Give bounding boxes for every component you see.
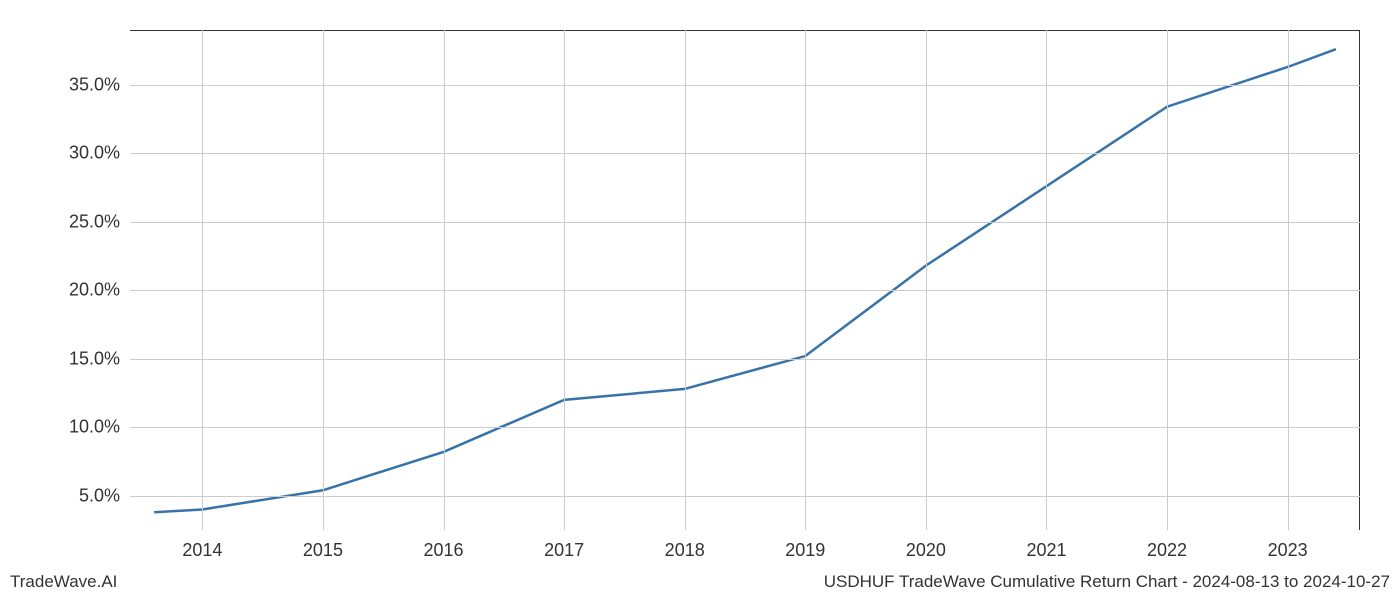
y-axis-tick-label: 10.0% — [69, 417, 120, 438]
grid-line-horizontal — [130, 290, 1360, 291]
y-axis-tick-label: 15.0% — [69, 348, 120, 369]
grid-line-horizontal — [130, 85, 1360, 86]
footer-caption: USDHUF TradeWave Cumulative Return Chart… — [824, 572, 1390, 592]
grid-line-vertical — [1288, 30, 1289, 530]
grid-line-horizontal — [130, 496, 1360, 497]
x-axis-tick-label: 2021 — [1026, 540, 1066, 561]
y-axis-tick-label: 35.0% — [69, 74, 120, 95]
x-axis-tick-label: 2022 — [1147, 540, 1187, 561]
grid-line-vertical — [926, 30, 927, 530]
footer-brand: TradeWave.AI — [10, 572, 117, 592]
x-axis-tick-label: 2014 — [182, 540, 222, 561]
x-axis-tick-label: 2017 — [544, 540, 584, 561]
x-axis-tick-label: 2020 — [906, 540, 946, 561]
x-axis-tick-label: 2015 — [303, 540, 343, 561]
grid-line-horizontal — [130, 427, 1360, 428]
y-axis-tick-label: 30.0% — [69, 143, 120, 164]
y-axis-tick-label: 25.0% — [69, 211, 120, 232]
grid-line-vertical — [1046, 30, 1047, 530]
grid-line-horizontal — [130, 359, 1360, 360]
grid-line-horizontal — [130, 153, 1360, 154]
grid-line-horizontal — [130, 222, 1360, 223]
grid-line-vertical — [1167, 30, 1168, 530]
line-chart-svg — [130, 30, 1360, 530]
grid-line-vertical — [685, 30, 686, 530]
grid-line-vertical — [805, 30, 806, 530]
grid-line-vertical — [564, 30, 565, 530]
chart-plot-area — [130, 30, 1360, 530]
grid-line-vertical — [444, 30, 445, 530]
grid-line-vertical — [202, 30, 203, 530]
x-axis-tick-label: 2016 — [423, 540, 463, 561]
y-axis-tick-label: 5.0% — [79, 485, 120, 506]
y-axis-tick-label: 20.0% — [69, 280, 120, 301]
x-axis-tick-label: 2023 — [1268, 540, 1308, 561]
x-axis-tick-label: 2019 — [785, 540, 825, 561]
x-axis-tick-label: 2018 — [665, 540, 705, 561]
grid-line-vertical — [323, 30, 324, 530]
